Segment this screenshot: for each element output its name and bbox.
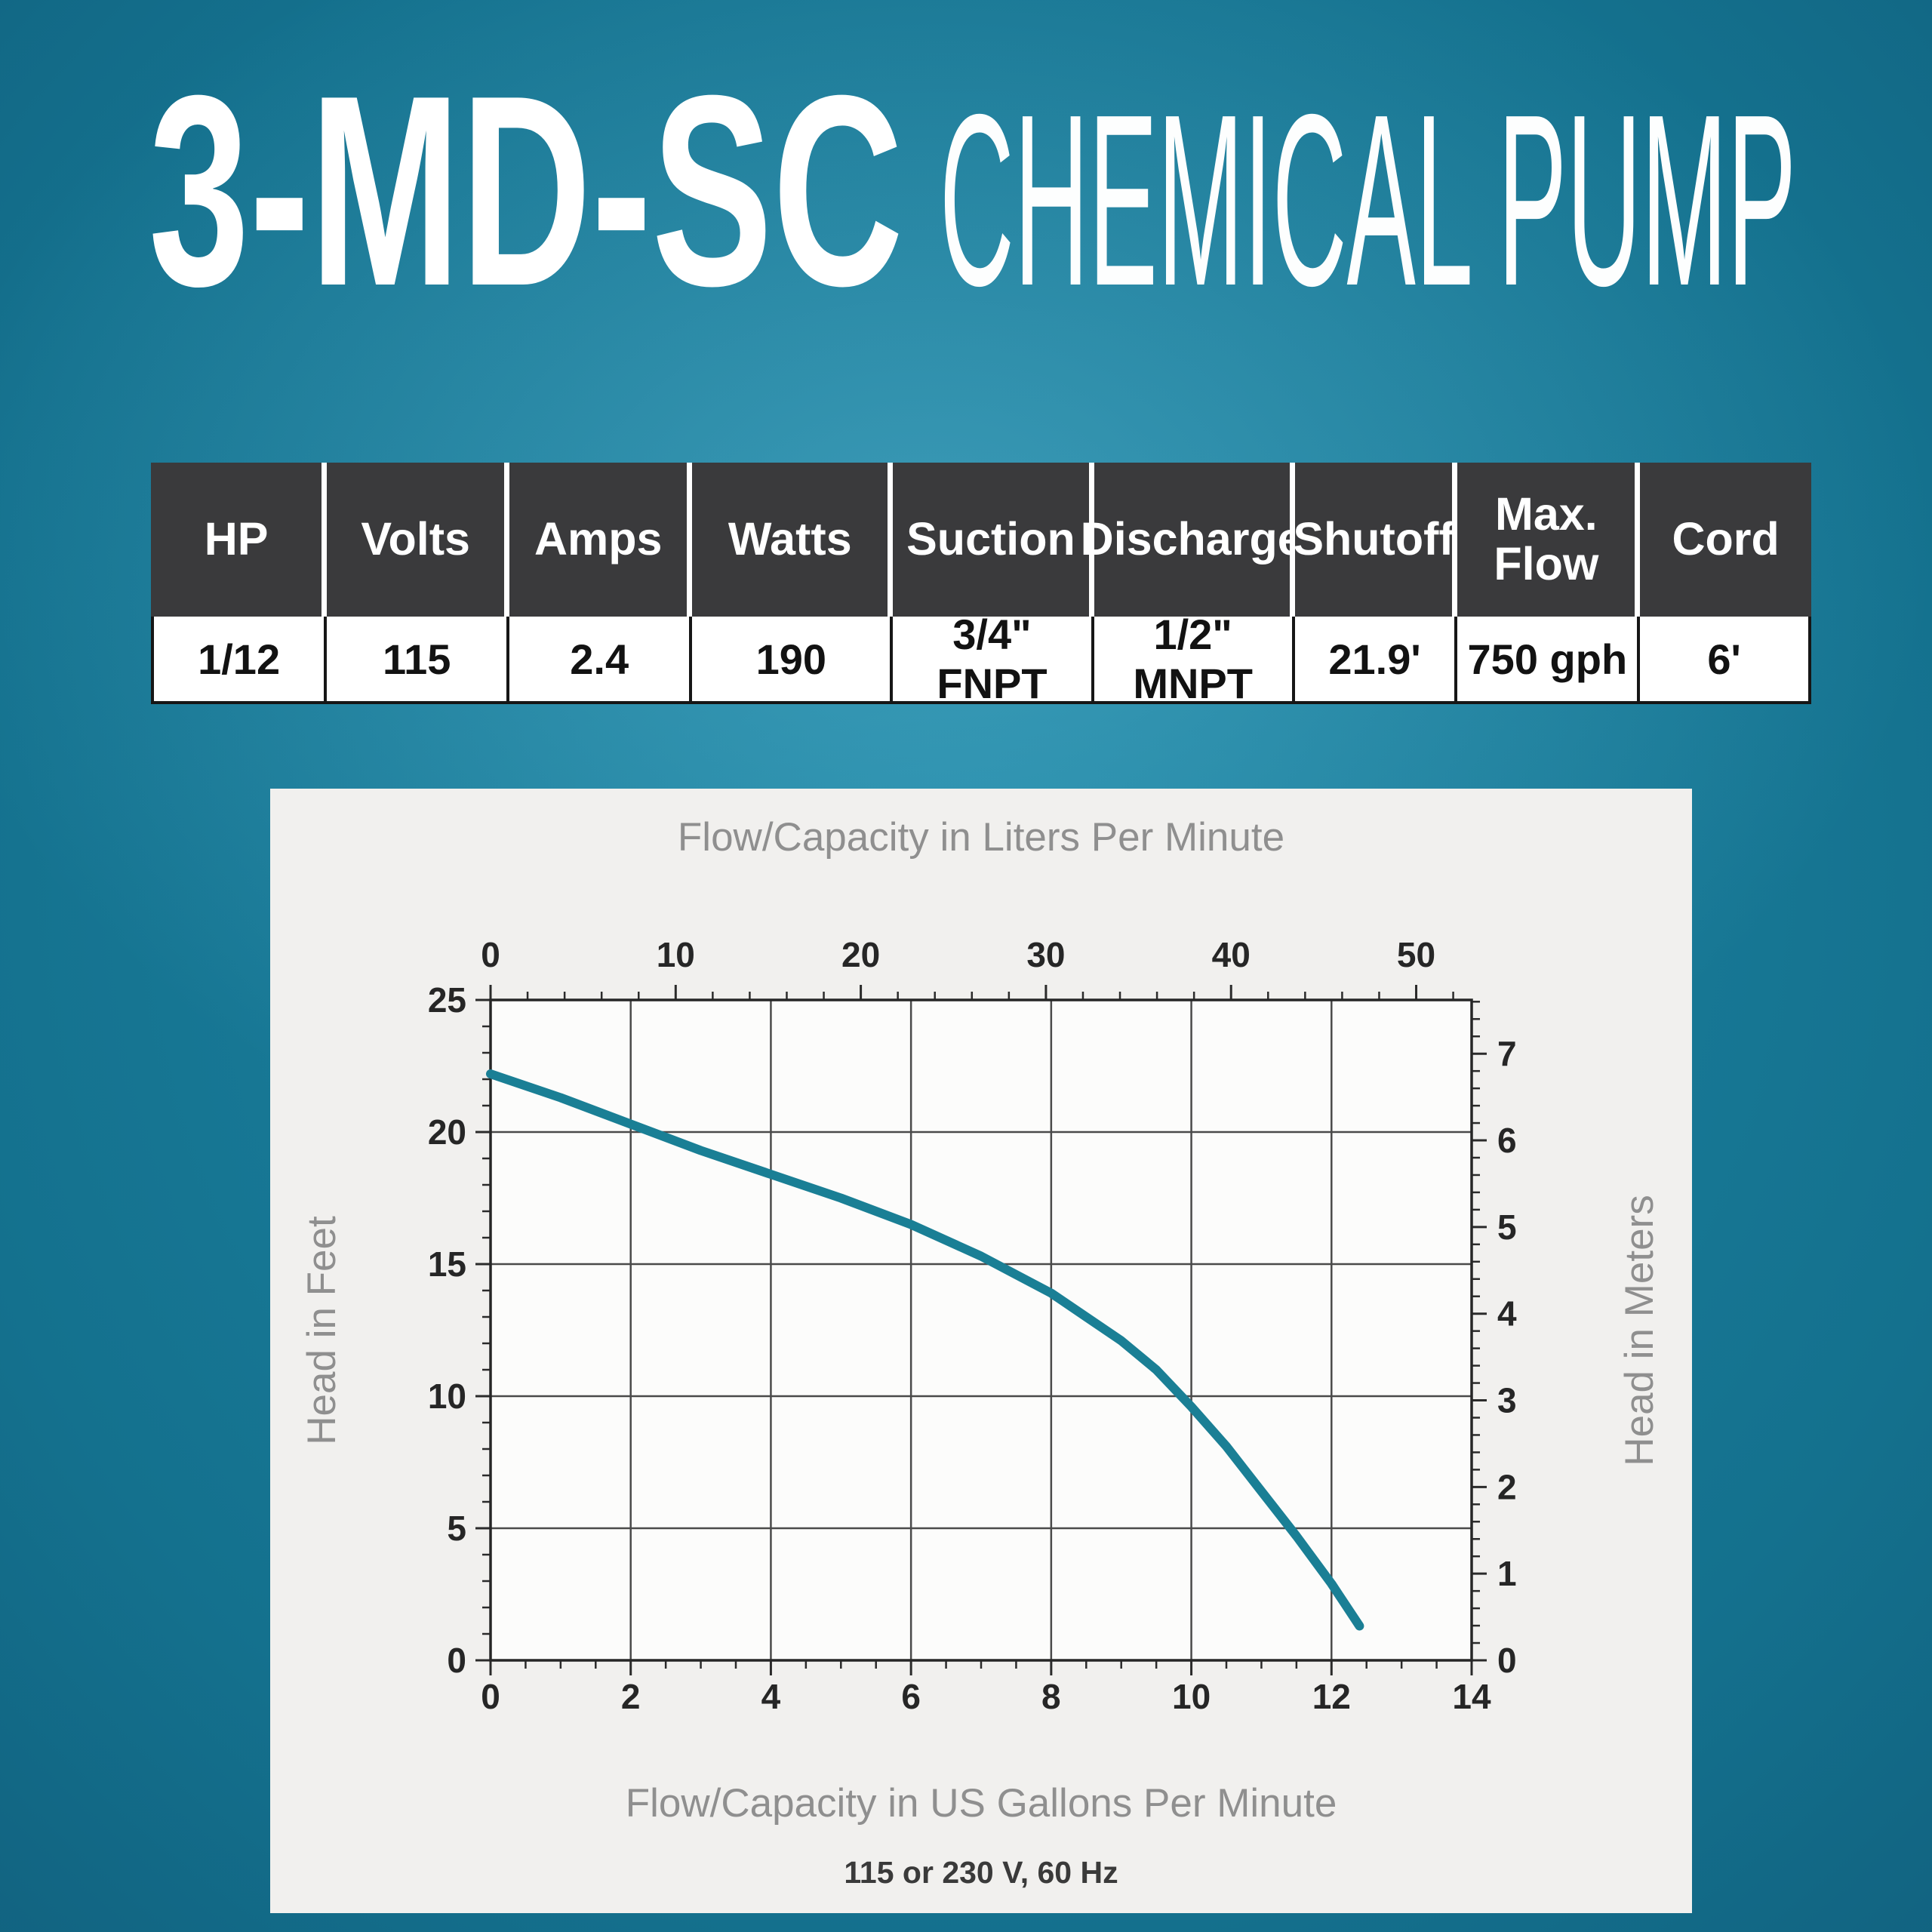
spec-value-cord: 6' xyxy=(1640,617,1811,704)
right-axis-tick-label: 6 xyxy=(1497,1121,1517,1160)
x-axis-tick-label: 4 xyxy=(761,1677,781,1716)
spec-table: HP Volts Amps Watts Suction Discharge Sh… xyxy=(151,463,1811,707)
y-axis-tick-label: 20 xyxy=(428,1112,466,1152)
right-axis-tick-label: 2 xyxy=(1497,1467,1517,1506)
top-axis-tick-label: 20 xyxy=(841,935,880,974)
top-axis-tick-label: 40 xyxy=(1212,935,1251,974)
top-axis-tick-label: 0 xyxy=(481,935,500,974)
spec-col-header-shutoff: Shutoff xyxy=(1293,463,1458,617)
right-axis-tick-label: 3 xyxy=(1497,1381,1517,1420)
pump-curve-chart: 0 2 4 6 8 10 12 140 10 20 30 40 50051015202501234567… xyxy=(300,815,1662,1890)
top-axis-tick-label: 10 xyxy=(657,935,695,974)
spec-header-row: HP Volts Amps Watts Suction Discharge Sh… xyxy=(151,463,1811,617)
spec-col-header-cord: Cord xyxy=(1640,463,1811,617)
y-axis-tick-label: 15 xyxy=(428,1244,466,1284)
page-title: 3-MD-SC CHEMICAL PUMP xyxy=(149,39,1796,343)
spec-value-hp: 1/12 xyxy=(151,617,328,704)
x-axis-tick-label: 2 xyxy=(621,1677,641,1716)
top-axis-tick-label: 50 xyxy=(1397,935,1435,974)
product-type: CHEMICAL PUMP xyxy=(940,63,1796,337)
spec-value-volts: 115 xyxy=(327,617,510,704)
performance-chart-panel: 0 2 4 6 8 10 12 14 0 10 20 30 40 50 0 5 10 15 20 25 0 1 2 3 4 5 6 7… xyxy=(270,789,1692,1913)
x-axis-tick-label: 0 xyxy=(481,1677,500,1716)
right-axis-tick-label: 7 xyxy=(1497,1034,1517,1073)
top-axis-tick-label: 30 xyxy=(1026,935,1065,974)
spec-col-header-discharge: Discharge xyxy=(1081,463,1303,617)
spec-col-header-watts: Watts xyxy=(692,463,894,617)
right-axis-tick-label: 0 xyxy=(1497,1641,1517,1680)
y-axis-tick-label: 5 xyxy=(447,1509,466,1548)
spec-value-discharge: 1/2" MNPT xyxy=(1094,611,1295,707)
bottom-axis-title: Flow/Capacity in US Gallons Per Minute xyxy=(626,1781,1337,1826)
voltage-footnote: 115 or 230 V, 60 Hz xyxy=(844,1855,1118,1890)
y-axis-tick-label: 10 xyxy=(428,1377,466,1416)
spec-value-amps: 2.4 xyxy=(509,617,693,704)
spec-value-suction: 3/4" FNPT xyxy=(893,611,1094,707)
spec-value-shutoff: 21.9' xyxy=(1294,617,1458,704)
x-axis-tick-label: 6 xyxy=(901,1677,921,1716)
y-axis-tick-label: 0 xyxy=(447,1641,466,1680)
pump-performance-curve xyxy=(486,1069,1364,1631)
plot-border xyxy=(489,998,1473,1662)
x-axis-tick-label: 8 xyxy=(1041,1677,1061,1716)
right-axis-tick-label: 1 xyxy=(1497,1554,1517,1593)
plot-background xyxy=(491,1000,1472,1660)
left-axis-title: Head in Feet xyxy=(300,1216,344,1445)
y-axis-tick-label: 25 xyxy=(428,980,466,1020)
spec-value-row: 1/12 115 2.4 190 3/4" FNPT 1/2" MNPT 21.… xyxy=(151,611,1811,707)
x-axis-tick-label: 12 xyxy=(1312,1677,1351,1716)
model-number: 3-MD-SC xyxy=(149,39,903,343)
spec-col-header-hp: HP xyxy=(151,463,328,617)
spec-col-header-volts: Volts xyxy=(327,463,510,617)
spec-value-max-flow: 750 gph xyxy=(1457,617,1641,704)
spec-col-header-max-flow: Max. Flow xyxy=(1457,463,1641,617)
spec-value-watts: 190 xyxy=(692,617,894,704)
right-axis-tick-label: 5 xyxy=(1497,1208,1517,1247)
right-axis-tick-label: 4 xyxy=(1497,1294,1517,1334)
right-axis-title: Head in Meters xyxy=(1617,1195,1662,1466)
spec-col-header-suction: Suction xyxy=(893,463,1094,617)
top-axis-title: Flow/Capacity in Liters Per Minute xyxy=(678,815,1284,860)
x-axis-tick-label: 14 xyxy=(1452,1677,1491,1716)
spec-col-header-amps: Amps xyxy=(509,463,693,617)
x-axis-tick-label: 10 xyxy=(1172,1677,1211,1716)
